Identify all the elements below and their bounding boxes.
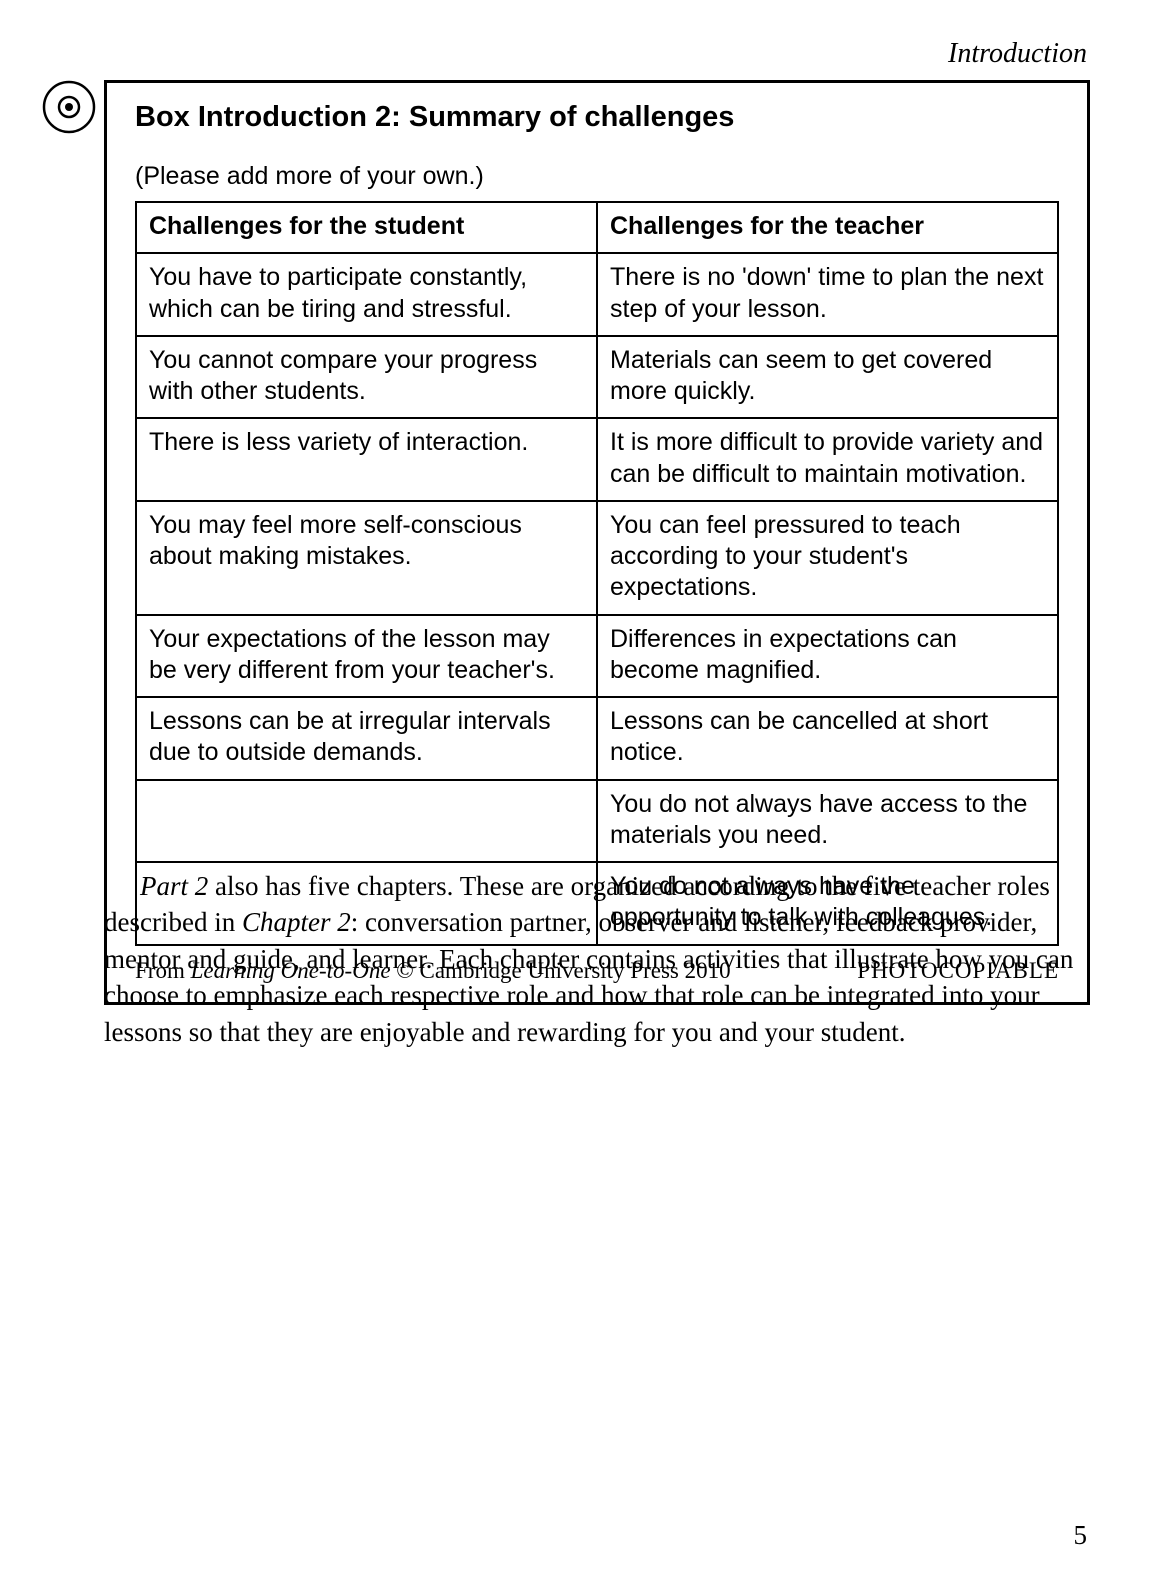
cell-teacher: There is no 'down' time to plan the next… [597,253,1058,336]
cell-student: You cannot compare your progress with ot… [136,336,597,419]
header-teacher: Challenges for the teacher [597,202,1058,253]
cell-teacher: It is more difficult to provide variety … [597,418,1058,501]
cell-student: You may feel more self-conscious about m… [136,501,597,615]
cell-student: Lessons can be at irregular intervals du… [136,697,597,780]
body-paragraph: Part 2 also has five chapters. These are… [104,868,1090,1050]
table-row: You have to participate constantly, whic… [136,253,1058,336]
box-introduction-2: Box Introduction 2: Summary of challenge… [104,80,1090,1005]
table-row: There is less variety of interaction. It… [136,418,1058,501]
page-section-header: Introduction [948,38,1087,70]
table-row: You do not always have access to the mat… [136,780,1058,863]
cell-student: You have to participate constantly, whic… [136,253,597,336]
cell-teacher: Differences in expectations can become m… [597,615,1058,698]
cell-teacher: You can feel pressured to teach accordin… [597,501,1058,615]
header-student: Challenges for the student [136,202,597,253]
challenges-table: Challenges for the student Challenges fo… [135,201,1059,946]
cell-teacher: Materials can seem to get covered more q… [597,336,1058,419]
table-row: You may feel more self-conscious about m… [136,501,1058,615]
box-title: Box Introduction 2: Summary of challenge… [135,101,1059,134]
page-number: 5 [1074,1520,1088,1551]
cd-icon [42,80,96,134]
table-row: Your expectations of the lesson may be v… [136,615,1058,698]
cell-student [136,780,597,863]
table-row: You cannot compare your progress with ot… [136,336,1058,419]
cell-teacher: Lessons can be cancelled at short notice… [597,697,1058,780]
table-header-row: Challenges for the student Challenges fo… [136,202,1058,253]
part-label: Part 2 [140,871,208,901]
cell-student: There is less variety of interaction. [136,418,597,501]
chapter-label: Chapter 2 [242,907,351,937]
box-subtitle: (Please add more of your own.) [135,162,1059,191]
table-row: Lessons can be at irregular intervals du… [136,697,1058,780]
cell-teacher: You do not always have access to the mat… [597,780,1058,863]
cell-student: Your expectations of the lesson may be v… [136,615,597,698]
